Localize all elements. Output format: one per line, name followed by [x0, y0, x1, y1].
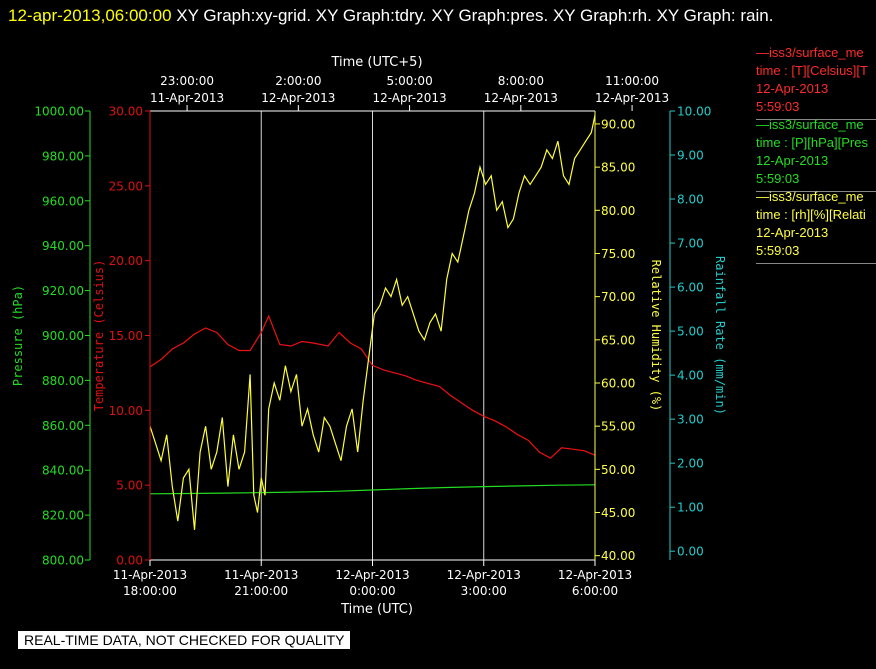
- utc-tick-time: 3:00:00: [461, 584, 507, 598]
- legend-desc: time : [P][hPa][Pres: [756, 135, 868, 150]
- local-tick-time: 2:00:00: [275, 74, 321, 88]
- pressure-tick-label: 1000.00: [34, 105, 84, 119]
- local-tick-time: 11:00:00: [605, 74, 659, 88]
- legend-date: 12-Apr-2013: [756, 153, 829, 168]
- humidity-tick-label: 55.00: [601, 420, 635, 434]
- pressure-axis-title: Pressure (hPa): [11, 285, 25, 386]
- humidity-tick-label: 60.00: [601, 376, 635, 390]
- graph-title-bar: 12-apr-2013,06:00:00 XY Graph:xy-grid. X…: [8, 3, 868, 29]
- utc-tick-date: 11-Apr-2013: [113, 568, 187, 582]
- rain-tick-label: 10.00: [677, 105, 711, 119]
- local-tick-date: 12-Apr-2013: [595, 91, 669, 105]
- humidity-tick-label: 80.00: [601, 204, 635, 218]
- legend-divider: [756, 263, 876, 264]
- utc-tick-time: 21:00:00: [234, 584, 288, 598]
- rain-tick-label: 8.00: [677, 193, 704, 207]
- pressure-tick-label: 800.00: [42, 554, 84, 568]
- rain-axis-title: Rainfall Rate (mm/min): [713, 256, 727, 415]
- humidity-tick-label: 70.00: [601, 290, 635, 304]
- legend-line: —iss3/surface_me: [756, 45, 864, 60]
- utc-tick-time: 0:00:00: [349, 584, 395, 598]
- legend-line: —iss3/surface_me: [756, 189, 864, 204]
- rain-tick-label: 0.00: [677, 545, 704, 559]
- axes: 800.00 820.00 840.00 860.00 880.00 900.00 920.…: [11, 55, 727, 617]
- local-tick-date: 12-Apr-2013: [484, 91, 558, 105]
- temperature-tick-label: 10.00: [109, 404, 143, 418]
- data-series: [149, 115, 596, 530]
- rain-tick-label: 4.00: [677, 369, 704, 383]
- local-tick-date: 12-Apr-2013: [372, 91, 446, 105]
- legend-divider: [756, 119, 876, 120]
- graph-timestamp: 12-apr-2013,06:00:00: [8, 6, 172, 25]
- utc-tick-time: 18:00:00: [123, 584, 177, 598]
- temperature-tick-label: 25.00: [109, 179, 143, 193]
- local-tick-time: 23:00:00: [160, 74, 214, 88]
- humidity-tick-label: 75.00: [601, 247, 635, 261]
- legend-time: 5:59:03: [756, 99, 800, 114]
- pressure-tick-label: 880.00: [42, 374, 84, 388]
- utc-tick-date: 12-Apr-2013: [558, 568, 632, 582]
- local-tick-date: 11-Apr-2013: [150, 91, 224, 105]
- pressure-tick-label: 960.00: [42, 194, 84, 208]
- temperature-tick-label: 5.00: [116, 479, 143, 493]
- pressure-tick-label: 860.00: [42, 419, 84, 433]
- rain-tick-label: 1.00: [677, 501, 704, 515]
- rain-tick-label: 5.00: [677, 325, 704, 339]
- legend-divider: [756, 191, 876, 192]
- rain-tick-label: 3.00: [677, 413, 704, 427]
- utc-axis-title: Time (UTC): [340, 602, 413, 617]
- legend-date: 12-Apr-2013: [756, 225, 829, 240]
- rain-tick-label: 2.00: [677, 457, 704, 471]
- temperature-tick-label: 0.00: [116, 554, 143, 568]
- legend-time: 5:59:03: [756, 171, 800, 186]
- local-tick-time: 5:00:00: [386, 74, 432, 88]
- local-tick-date: 12-Apr-2013: [261, 91, 335, 105]
- legend-line: —iss3/surface_me: [756, 117, 864, 132]
- utc-tick-date: 11-Apr-2013: [224, 568, 298, 582]
- local-axis-title: Time (UTC+5): [330, 55, 422, 70]
- series-line-temperature: [149, 314, 596, 459]
- humidity-tick-label: 90.00: [601, 117, 635, 131]
- humidity-tick-label: 50.00: [601, 463, 635, 477]
- series-line-pressure: [149, 484, 596, 495]
- humidity-tick-label: 65.00: [601, 333, 635, 347]
- pressure-tick-label: 940.00: [42, 239, 84, 253]
- rain-tick-label: 7.00: [677, 237, 704, 251]
- pressure-tick-label: 980.00: [42, 149, 84, 163]
- pressure-tick-label: 900.00: [42, 329, 84, 343]
- humidity-tick-label: 85.00: [601, 161, 635, 175]
- pressure-tick-label: 920.00: [42, 284, 84, 298]
- temperature-tick-label: 15.00: [109, 329, 143, 343]
- rain-tick-label: 6.00: [677, 281, 704, 295]
- pressure-tick-label: 840.00: [42, 464, 84, 478]
- legend-desc: time : [T][Celsius][T: [756, 63, 868, 78]
- rain-tick-label: 9.00: [677, 149, 704, 163]
- humidity-axis-title: Relative Humidity (%): [649, 260, 663, 412]
- temperature-tick-label: 30.00: [109, 105, 143, 119]
- pressure-tick-label: 820.00: [42, 509, 84, 523]
- temperature-axis-title: Temperature (Celsius): [92, 260, 106, 412]
- legend-date: 12-Apr-2013: [756, 81, 829, 96]
- humidity-tick-label: 45.00: [601, 506, 635, 520]
- graph-list: XY Graph:xy-grid. XY Graph:tdry. XY Grap…: [171, 6, 774, 25]
- utc-tick-date: 12-Apr-2013: [335, 568, 409, 582]
- temperature-tick-label: 20.00: [109, 254, 143, 268]
- quality-warning: REAL-TIME DATA, NOT CHECKED FOR QUALITY: [18, 631, 351, 649]
- utc-tick-time: 6:00:00: [572, 584, 618, 598]
- humidity-tick-label: 40.00: [601, 549, 635, 563]
- local-tick-time: 8:00:00: [498, 74, 544, 88]
- utc-tick-date: 12-Apr-2013: [447, 568, 521, 582]
- legend-time: 5:59:03: [756, 243, 800, 258]
- legend-desc: time : [rh][%][Relati: [756, 207, 866, 222]
- vertical-gridlines: [260, 111, 485, 560]
- series-line-humidity: [149, 115, 596, 530]
